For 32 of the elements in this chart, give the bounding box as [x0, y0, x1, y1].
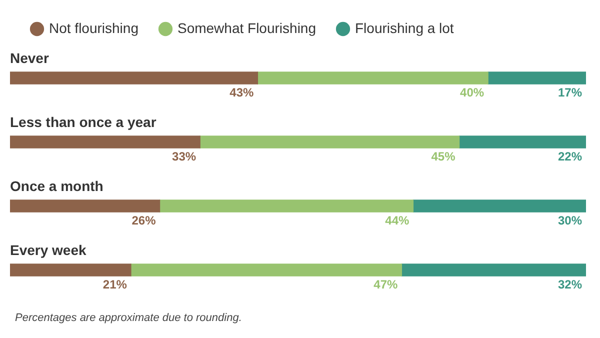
- bar: [200, 136, 460, 148]
- legend-label: Not flourishing: [49, 20, 138, 36]
- bar: [257, 72, 488, 84]
- bar: [130, 264, 402, 276]
- data-label: 40%: [460, 85, 484, 100]
- data-label: 45%: [431, 149, 456, 164]
- data-label: 26%: [132, 213, 156, 228]
- data-label: 21%: [102, 277, 128, 292]
- bar: [159, 200, 414, 212]
- bar: [412, 200, 586, 212]
- bar: [488, 72, 586, 84]
- data-label: 33%: [172, 149, 196, 164]
- text: Percentages are approximate due to rounding.: [14, 312, 243, 324]
- data-label: 47%: [374, 277, 398, 292]
- legend-label: Flourishing a lot: [355, 20, 454, 36]
- bar: [458, 136, 586, 148]
- y-tick-label: Never: [10, 50, 50, 66]
- data-label: 32%: [558, 277, 582, 292]
- y-tick-label: Once a month: [10, 178, 104, 194]
- data-label: 43%: [230, 85, 254, 100]
- bar: [10, 72, 258, 84]
- data-label: 17%: [558, 85, 582, 100]
- legend-label: Somewhat Flourishing: [177, 20, 316, 36]
- data-label: 22%: [558, 149, 582, 164]
- y-tick-label: Every week: [10, 242, 86, 258]
- y-tick-label: Less than once a year: [10, 114, 157, 130]
- data-label: 44%: [385, 213, 410, 228]
- bar: [10, 200, 160, 212]
- bar: [401, 264, 586, 276]
- data-label: 30%: [558, 213, 582, 228]
- bar: [10, 264, 132, 276]
- bar: [10, 136, 200, 148]
